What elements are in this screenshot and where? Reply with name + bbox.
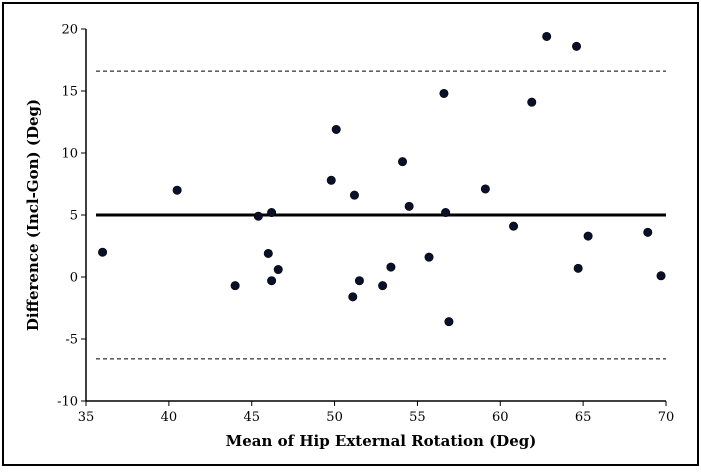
x-tick-label: 50	[326, 410, 343, 425]
data-point	[398, 157, 408, 167]
data-point	[267, 208, 277, 218]
data-point	[348, 292, 358, 302]
data-point	[253, 211, 263, 221]
data-point	[573, 263, 583, 273]
data-point	[424, 252, 434, 262]
data-point	[439, 88, 449, 98]
x-tick-label: 45	[243, 410, 260, 425]
data-point	[273, 265, 283, 275]
x-axis-ticks: 35 40 45 50 55 60 65 70	[78, 401, 675, 425]
data-point	[656, 271, 666, 281]
y-tick-label: 20	[61, 23, 78, 38]
data-point	[509, 221, 519, 231]
data-point	[527, 97, 537, 107]
data-point	[378, 281, 388, 291]
data-point	[267, 276, 277, 286]
data-point	[643, 227, 653, 237]
data-point	[572, 41, 582, 51]
data-point	[354, 276, 364, 286]
x-tick-label: 60	[492, 410, 509, 425]
x-tick-label: 70	[658, 410, 675, 425]
data-point	[542, 31, 552, 41]
x-tick-label: 35	[78, 410, 95, 425]
y-tick-label: 15	[61, 85, 78, 100]
data-point	[386, 262, 396, 272]
data-point	[583, 231, 593, 241]
data-point	[230, 281, 240, 291]
data-point	[331, 124, 341, 134]
data-point	[441, 208, 451, 218]
data-point	[172, 185, 182, 195]
data-point	[263, 248, 273, 258]
data-point	[98, 247, 108, 257]
x-tick-label: 65	[575, 410, 592, 425]
chart-frame	[2, 2, 699, 466]
data-point	[444, 317, 454, 327]
y-tick-label: -10	[57, 395, 78, 410]
y-tick-label: 0	[70, 271, 78, 286]
reference-lines	[96, 70, 666, 360]
x-tick-label: 55	[409, 410, 426, 425]
x-axis-title: Mean of Hip External Rotation (Deg)	[226, 432, 537, 450]
data-point	[480, 184, 490, 194]
y-tick-label: -5	[65, 333, 78, 348]
y-tick-label: 5	[70, 209, 78, 224]
data-point	[326, 175, 336, 185]
data-points	[98, 31, 666, 327]
y-axis-title: Difference (Incl-Gon) (Deg)	[24, 99, 42, 331]
y-tick-label: 10	[61, 147, 78, 162]
x-tick-label: 40	[161, 410, 178, 425]
data-point	[349, 190, 359, 200]
data-point	[404, 201, 414, 211]
y-axis-ticks: -10 -5 0 5 10 15 20	[57, 23, 86, 410]
